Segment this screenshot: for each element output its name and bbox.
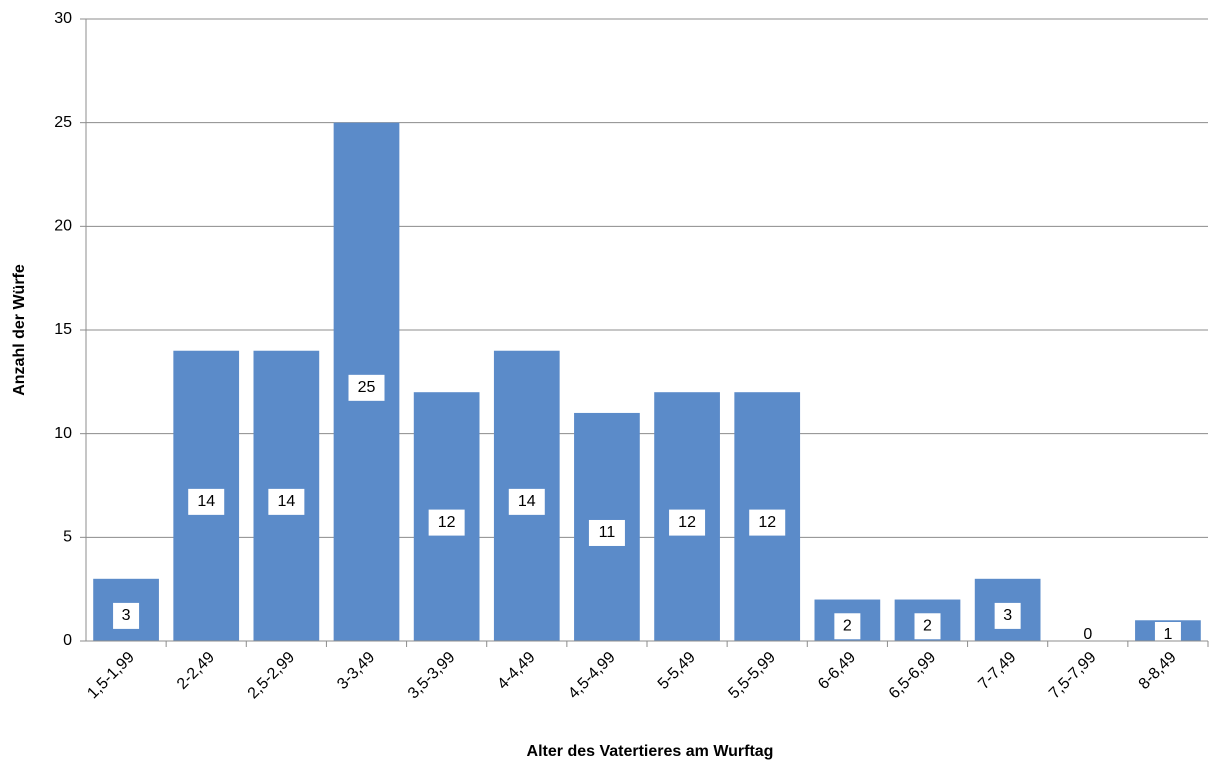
data-label-box: [113, 602, 140, 629]
data-label: 2: [843, 617, 852, 634]
data-label-box: [188, 488, 225, 515]
data-label: 2: [923, 617, 932, 634]
data-label-box: [1154, 622, 1181, 648]
data-label-box: [588, 519, 625, 546]
data-label: 25: [358, 379, 376, 396]
data-label-box: [508, 488, 545, 515]
y-tick-label: 0: [63, 632, 72, 649]
y-axis-title: Anzahl der Würfe: [11, 264, 28, 396]
data-label: 0: [1083, 626, 1092, 643]
data-label: 11: [599, 524, 616, 541]
y-tick-label: 15: [54, 321, 72, 338]
x-axis-title: Alter des Vatertieres am Wurftag: [527, 743, 774, 760]
data-label-box: [994, 602, 1021, 629]
data-label: 14: [518, 493, 536, 510]
data-label: 12: [678, 514, 696, 531]
y-tick-label: 25: [54, 114, 72, 131]
data-label-box: [914, 613, 941, 640]
data-label: 1: [1163, 626, 1172, 643]
y-tick-label: 30: [54, 10, 72, 27]
data-label: 3: [1003, 607, 1012, 624]
data-label: 12: [438, 514, 456, 531]
data-label-box: [268, 488, 305, 515]
data-label: 12: [758, 514, 776, 531]
y-tick-label: 20: [54, 218, 72, 235]
data-label-box: [428, 509, 465, 536]
data-label: 14: [277, 493, 295, 510]
y-tick-label: 5: [63, 529, 72, 546]
data-label-box: [669, 509, 706, 536]
data-label: 3: [122, 607, 131, 624]
y-tick-label: 10: [54, 425, 72, 442]
data-label-box: [834, 613, 861, 640]
data-label-box: [749, 509, 786, 536]
data-label-box: [348, 374, 385, 401]
data-label: 14: [197, 493, 215, 510]
data-label-box: [1074, 622, 1101, 648]
